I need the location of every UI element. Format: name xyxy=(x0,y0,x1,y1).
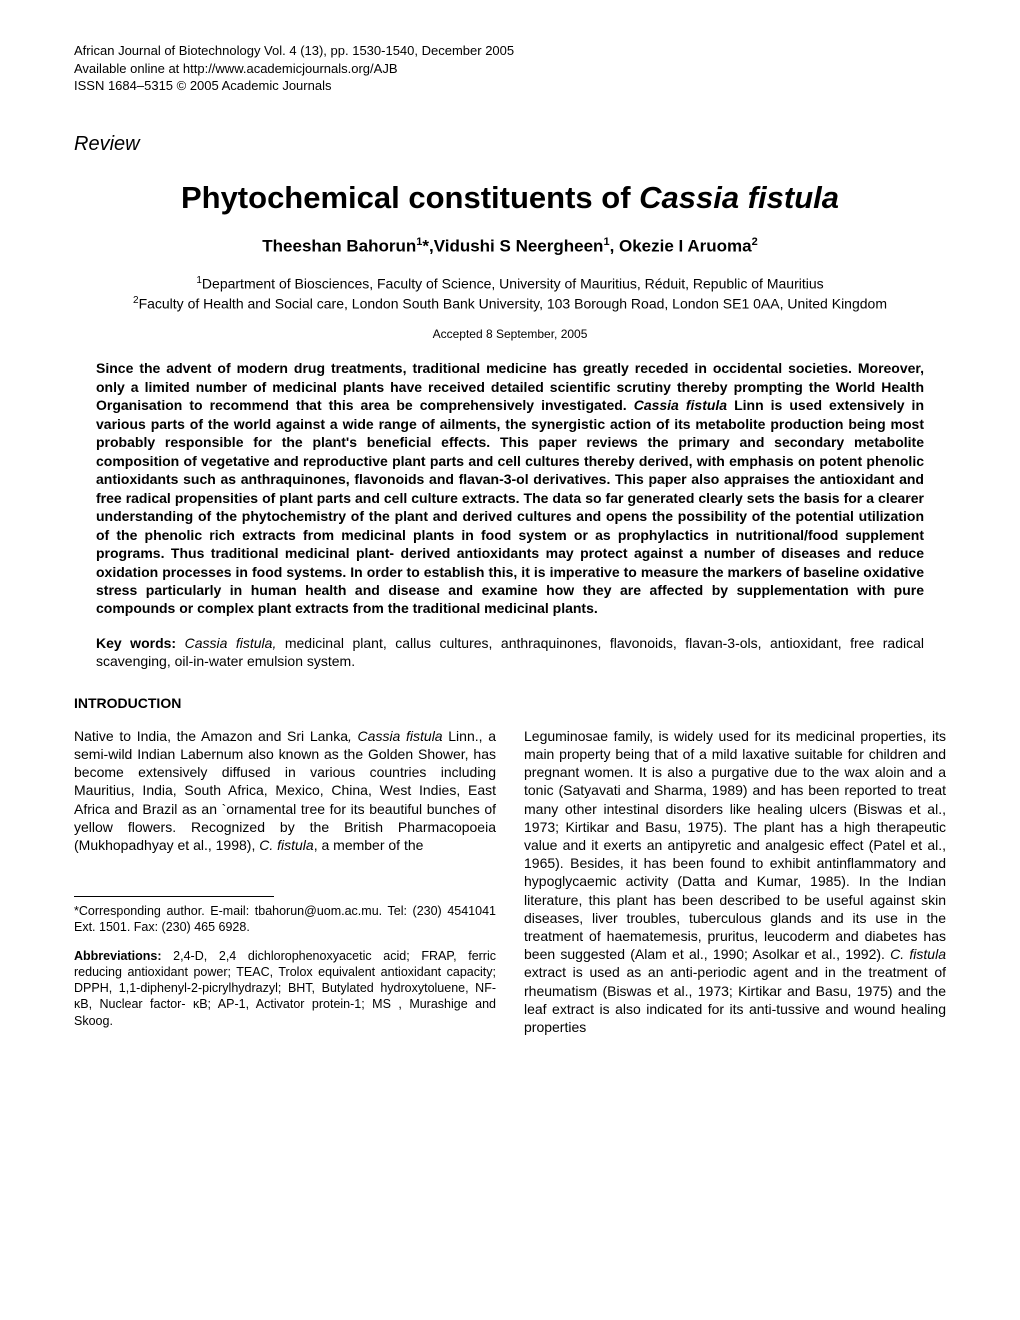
paper-title: Phytochemical constituents of Cassia fis… xyxy=(74,180,946,216)
footnote-rule xyxy=(74,896,274,897)
keywords-label: Key words: xyxy=(96,635,185,651)
affiliations: 1Department of Biosciences, Faculty of S… xyxy=(74,274,946,313)
column-left: Native to India, the Amazon and Sri Lank… xyxy=(74,727,496,1041)
intro-paragraph-left: Native to India, the Amazon and Sri Lank… xyxy=(74,727,496,854)
journal-line-3: ISSN 1684–5315 © 2005 Academic Journals xyxy=(74,77,946,95)
journal-line-1: African Journal of Biotechnology Vol. 4 … xyxy=(74,42,946,60)
keywords-text: Cassia fistula, medicinal plant, callus … xyxy=(96,635,924,669)
abstract: Since the advent of modern drug treatmen… xyxy=(96,359,924,618)
journal-line-2: Available online at http://www.academicj… xyxy=(74,60,946,78)
title-prefix: Phytochemical constituents of xyxy=(181,180,639,215)
review-label: Review xyxy=(74,133,946,156)
title-species: Cassia fistula xyxy=(639,180,839,215)
section-heading-introduction: INTRODUCTION xyxy=(74,695,946,711)
intro-paragraph-right: Leguminosae family, is widely used for i… xyxy=(524,727,946,1036)
abbreviations-footnote: Abbreviations: 2,4-D, 2,4 dichlorophenox… xyxy=(74,948,496,1029)
body-columns: Native to India, the Amazon and Sri Lank… xyxy=(74,727,946,1041)
column-right: Leguminosae family, is widely used for i… xyxy=(524,727,946,1041)
keywords: Key words: Cassia fistula, medicinal pla… xyxy=(96,634,924,671)
corresponding-author-footnote: *Corresponding author. E-mail: tbahorun@… xyxy=(74,903,496,936)
journal-header: African Journal of Biotechnology Vol. 4 … xyxy=(74,42,946,95)
authors: Theeshan Bahorun1*,Vidushi S Neergheen1,… xyxy=(74,236,946,257)
accepted-date: Accepted 8 September, 2005 xyxy=(74,327,946,341)
